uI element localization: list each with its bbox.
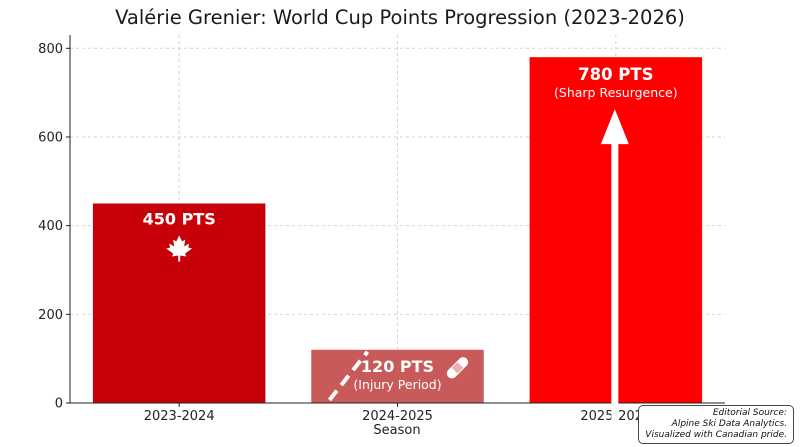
y-tick-label: 0 [55, 397, 63, 412]
y-tick-label: 400 [38, 219, 63, 234]
maple-leaf-icon [166, 235, 193, 262]
y-tick-label: 600 [38, 130, 63, 145]
y-tick-label: 200 [38, 308, 63, 323]
y-tick-label: 800 [38, 42, 63, 57]
bar-labels: 450 PTS 120 PTS(Injury Period) 780 PTS(Sha… [143, 65, 678, 423]
bandage-icon [446, 357, 469, 379]
bar-2023-2024 [92, 203, 266, 403]
injury-break-line [327, 350, 370, 402]
x-axis-label: Season [373, 423, 420, 438]
source-line-3: Visualized with Canadian pride. [645, 430, 787, 440]
x-tick-label: 2023-2024 [144, 409, 215, 424]
bar-sublabel: (Sharp Resurgence) [554, 85, 678, 100]
up-arrow-icon [600, 109, 629, 423]
bar-sublabel: (Injury Period) [353, 377, 441, 392]
chart-title: Valérie Grenier: World Cup Points Progre… [115, 6, 685, 29]
bar-value-label: 450 PTS [143, 209, 216, 228]
bar-value-label: 120 PTS [361, 357, 434, 376]
source-line-1: Editorial Source: [712, 408, 787, 418]
bar-value-label: 780 PTS [578, 65, 653, 84]
x-tick-label: 2024-2025 [362, 409, 433, 424]
source-line-2: Alpine Ski Data Analytics. [671, 419, 787, 429]
source-note: Editorial Source: Alpine Ski Data Analyt… [638, 405, 794, 444]
